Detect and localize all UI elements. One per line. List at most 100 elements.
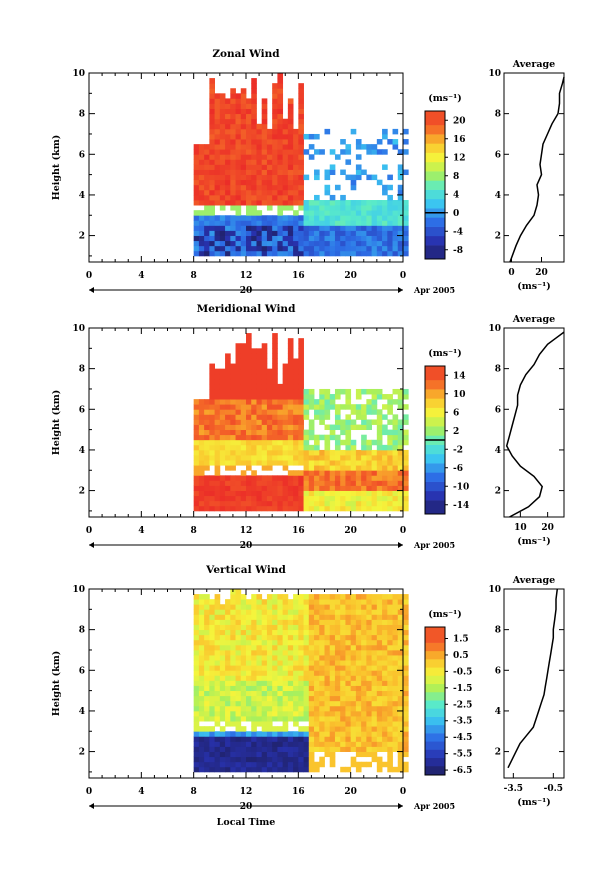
heatmap-cell: [397, 731, 404, 737]
heatmap-cell: [277, 133, 284, 140]
heatmap-cell: [303, 736, 310, 742]
heatmap-cell: [403, 675, 409, 681]
heatmap-cell: [209, 649, 215, 656]
heatmap-cell: [261, 373, 268, 380]
heatmap-cell: [298, 383, 304, 390]
heatmap-cell: [272, 710, 278, 717]
heatmap-cell: [340, 465, 346, 471]
heatmap-cell: [350, 716, 357, 722]
colorbar-swatch: [425, 143, 445, 153]
heatmap-cell: [329, 609, 336, 615]
heatmap-cell: [246, 700, 252, 707]
heatmap-cell: [277, 460, 284, 466]
heatmap-cell: [340, 194, 346, 201]
heatmap-cell: [261, 624, 268, 631]
heatmap-cell: [382, 655, 388, 661]
heatmap-cell: [225, 716, 231, 722]
heatmap-cell: [266, 184, 273, 191]
heatmap-cell: [334, 490, 341, 497]
heatmap-cell: [214, 639, 221, 646]
heatmap-cell: [230, 756, 236, 763]
heatmap-cell: [382, 670, 388, 676]
heatmap-cell: [198, 429, 205, 436]
heatmap-cell: [334, 470, 341, 476]
heatmap-cell: [193, 680, 200, 686]
heatmap-cell: [272, 245, 278, 252]
heatmap-cell: [272, 353, 278, 359]
heatmap-cell: [209, 434, 215, 441]
heatmap-cell: [287, 189, 294, 196]
date-day-label: 20: [240, 802, 253, 812]
heatmap-cell: [256, 746, 263, 752]
heatmap-cell: [319, 639, 325, 646]
heatmap-cell: [308, 154, 315, 160]
heatmap-cell: [198, 194, 205, 201]
heatmap-cell: [240, 179, 247, 186]
heatmap-cell: [298, 353, 304, 359]
heatmap-cell: [261, 500, 268, 507]
heatmap-cell: [376, 200, 383, 206]
heatmap-cell: [235, 220, 242, 226]
heatmap-cell: [272, 705, 278, 712]
heatmap-cell: [261, 490, 268, 497]
colorbar-swatch: [425, 407, 445, 418]
heatmap-cell: [246, 424, 252, 431]
heatmap-cell: [287, 434, 294, 441]
heatmap-cell: [403, 215, 409, 221]
heatmap-cell: [387, 449, 393, 456]
heatmap-cell: [293, 215, 299, 221]
heatmap-cell: [272, 475, 278, 481]
heatmap-cell: [225, 184, 231, 191]
heatmap-cell: [266, 159, 273, 165]
heatmap-cell: [251, 93, 257, 99]
heatmap-cell: [256, 655, 263, 661]
heatmap-cell: [251, 485, 257, 491]
heatmap-cell: [397, 444, 404, 451]
heatmap-cell: [376, 245, 383, 252]
heatmap-cell: [371, 741, 378, 747]
profile-x-tick-label: 10: [514, 523, 527, 533]
heatmap-cell: [204, 409, 210, 415]
heatmap-cell: [371, 624, 378, 631]
heatmap-cell: [277, 680, 284, 686]
heatmap-cell: [230, 409, 236, 415]
heatmap-cell: [314, 695, 320, 702]
heatmap-cell: [293, 604, 299, 610]
colorbar-frame: [424, 626, 446, 776]
heatmap-cell: [287, 736, 294, 742]
heatmap-cell: [319, 599, 325, 605]
heatmap-cell: [319, 761, 325, 768]
heatmap-cell: [277, 444, 284, 451]
heatmap-cell: [329, 230, 336, 236]
heatmap-cell: [287, 619, 294, 625]
heatmap-cell: [334, 670, 341, 676]
heatmap-cell: [387, 761, 393, 768]
heatmap-cell: [355, 455, 362, 461]
heatmap-cell: [287, 409, 294, 415]
heatmap-cell: [240, 93, 247, 99]
heatmap-cell: [230, 660, 236, 666]
heatmap-cell: [256, 599, 263, 605]
heatmap-cell: [324, 705, 331, 712]
heatmap-cell: [256, 353, 263, 359]
heatmap-cell: [371, 649, 378, 656]
heatmap-cell: [230, 404, 236, 410]
heatmap-cell: [287, 250, 294, 257]
heatmap-cell: [340, 495, 346, 502]
heatmap-cell: [287, 475, 294, 481]
heatmap-cell: [198, 220, 205, 226]
heatmap-cell: [303, 705, 310, 712]
heatmap-cell: [219, 695, 226, 702]
heatmap-cell: [256, 700, 263, 707]
heatmap-cell: [240, 230, 247, 236]
heatmap-cell: [209, 144, 215, 150]
heatmap-cell: [387, 639, 393, 646]
heatmap-cell: [345, 685, 352, 692]
heatmap-cell: [376, 394, 383, 400]
heatmap-cell: [198, 710, 205, 717]
heatmap-cell: [261, 388, 268, 395]
heatmap-cell: [355, 685, 362, 692]
heatmap-cell: [256, 368, 263, 375]
heatmap-cell: [266, 609, 273, 615]
heatmap-cell: [361, 680, 367, 686]
